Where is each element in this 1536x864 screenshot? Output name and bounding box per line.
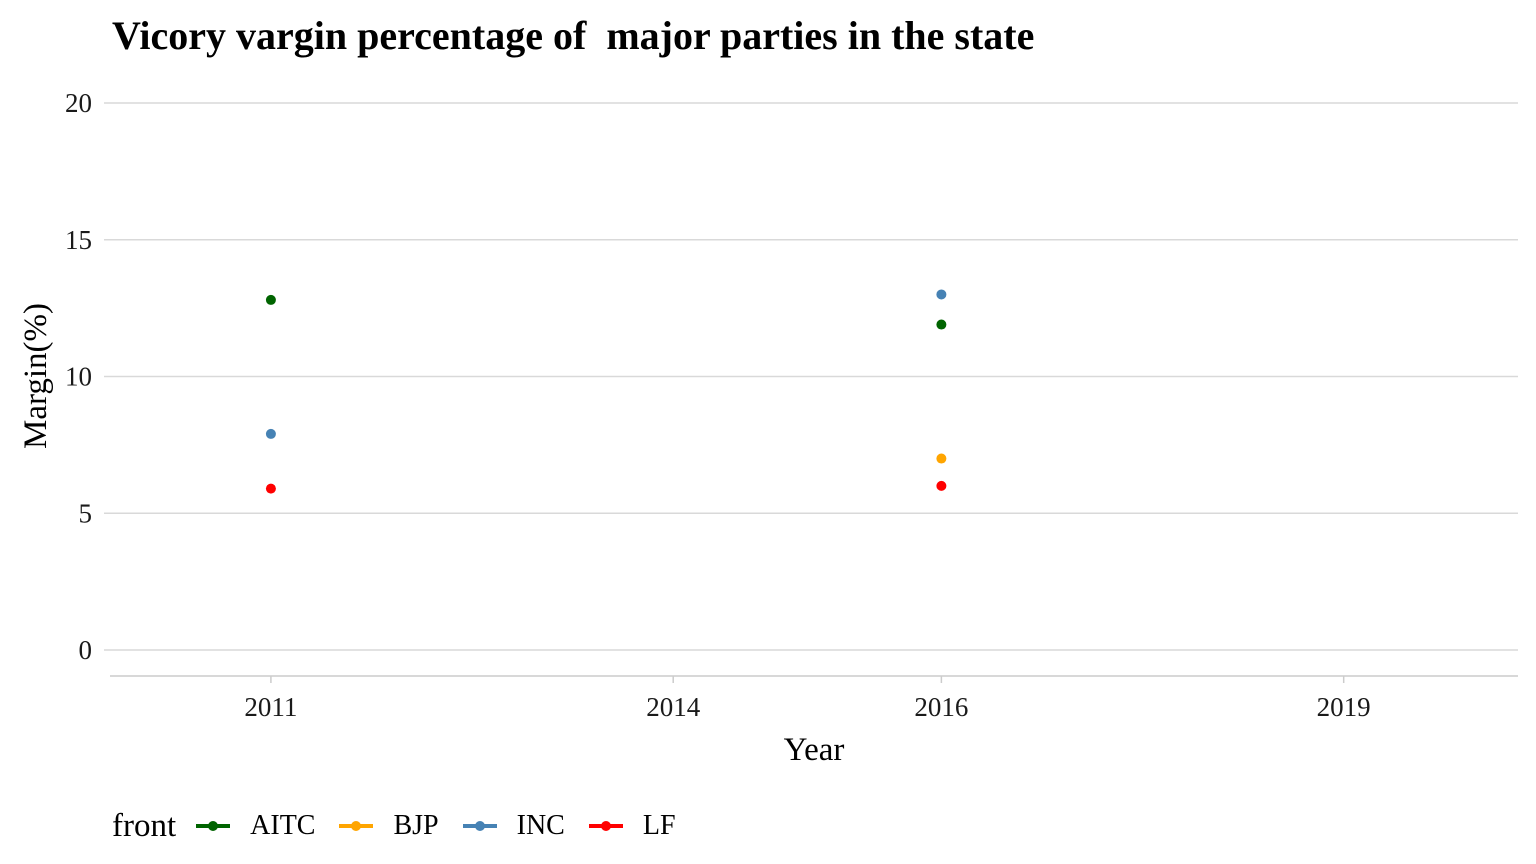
- x-tick-label: 2014: [646, 692, 701, 722]
- chart-title: Vicory vargin percentage of major partie…: [112, 13, 1035, 58]
- y-tick-label: 15: [65, 225, 92, 255]
- legend: front AITC BJP INC LF: [112, 804, 700, 848]
- legend-item-inc: INC: [462, 810, 565, 842]
- legend-item-lf: LF: [588, 810, 676, 842]
- x-tick-label: 2016: [914, 692, 968, 722]
- legend-label: AITC: [250, 810, 316, 841]
- legend-title: front: [112, 807, 177, 844]
- legend-key-lf: [588, 816, 623, 836]
- point-aitc-2016: [936, 319, 947, 330]
- y-axis-title: Margin(%): [18, 303, 54, 449]
- chart-plot: 0 5 10 15 20 2011 2014 2016 2019 Year Margin(%): [18, 88, 1518, 768]
- y-axis-ticks: 0 5 10 15 20: [65, 88, 92, 665]
- y-tick-label: 10: [65, 362, 92, 392]
- data-points: [265, 289, 947, 494]
- point-lf-2011: [265, 483, 276, 494]
- y-tick-label: 0: [79, 635, 93, 665]
- legend-key-inc: [462, 816, 497, 836]
- legend-label: INC: [516, 810, 565, 841]
- legend-item-aitc: AITC: [196, 810, 315, 842]
- x-axis-title: Year: [784, 732, 845, 768]
- point-inc-2011: [265, 428, 276, 439]
- legend-key-bjp: [339, 816, 374, 836]
- legend-item-bjp: BJP: [339, 810, 439, 842]
- y-tick-label: 20: [65, 88, 92, 118]
- point-aitc-2011: [265, 294, 276, 305]
- gridlines: [104, 102, 1518, 651]
- point-inc-2016: [936, 289, 947, 300]
- legend-label: LF: [642, 810, 676, 841]
- point-bjp-2016: [936, 453, 947, 464]
- y-tick-label: 5: [79, 498, 93, 528]
- legend-label: BJP: [393, 810, 439, 841]
- x-axis-ticks: 2011 2014 2016 2019: [244, 676, 1371, 722]
- legend-key-aitc: [196, 816, 231, 836]
- x-tick-label: 2019: [1317, 692, 1371, 722]
- point-lf-2016: [936, 480, 947, 491]
- x-tick-label: 2011: [244, 692, 297, 722]
